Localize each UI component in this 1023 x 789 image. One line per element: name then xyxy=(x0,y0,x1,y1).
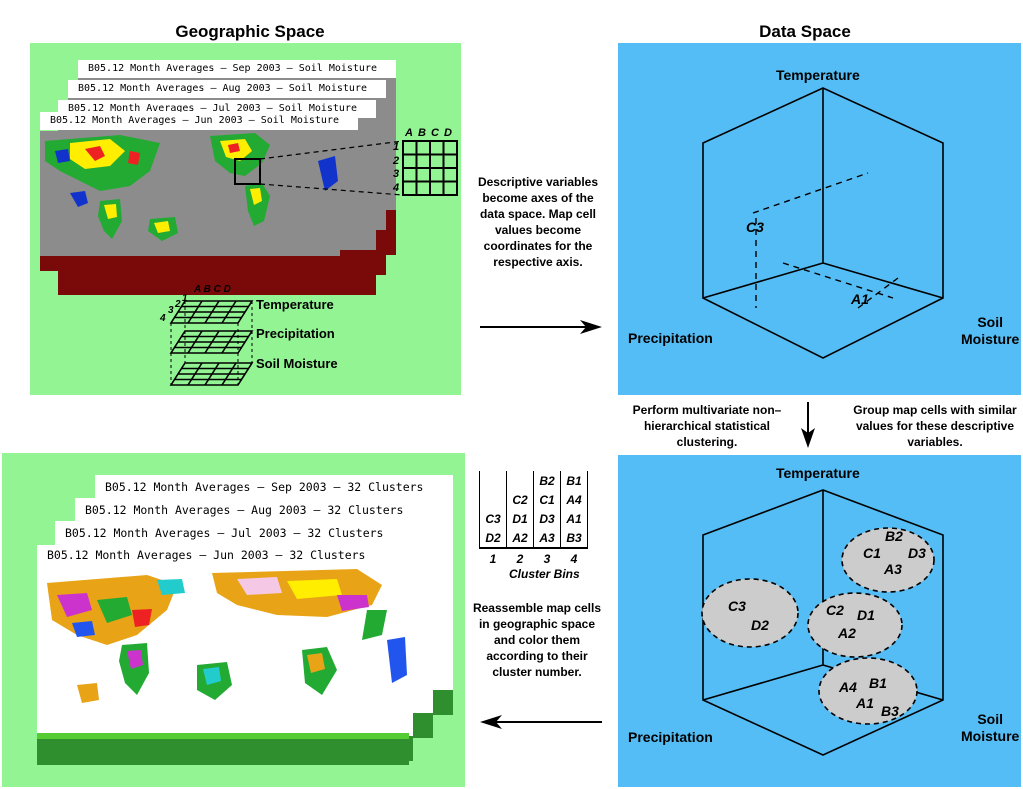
cluster3-c1: C1 xyxy=(863,545,881,561)
map-title-sep: B05.12 Month Averages – Sep 2003 – Soil … xyxy=(78,60,396,78)
cluster-title-aug: B05.12 Month Averages – Aug 2003 – 32 Cl… xyxy=(75,500,433,520)
cluster2-c2: C2 xyxy=(826,602,844,618)
arrow-left xyxy=(480,715,602,729)
bin-cell xyxy=(506,471,534,490)
arrow-right xyxy=(480,320,602,334)
data-space-cube xyxy=(702,87,944,359)
bin-number: 3 xyxy=(533,547,561,568)
axis-precipitation-clusters: Precipitation xyxy=(628,729,713,745)
cluster-title-jun: B05.12 Month Averages – Jun 2003 – 32 Cl… xyxy=(37,545,405,565)
cluster-ellipse-4 xyxy=(818,657,918,725)
soil-moisture-map xyxy=(40,131,340,271)
bin-cell: C2 xyxy=(506,490,534,509)
stack-row-3: 3 xyxy=(168,305,174,316)
cluster3-d3: D3 xyxy=(908,545,926,561)
cluster-description-left: Perform multivariate non–hierarchical st… xyxy=(632,403,782,449)
bin-number: 4 xyxy=(560,547,588,568)
grid-row-3: 3 xyxy=(393,168,400,180)
cluster3-a3: A3 xyxy=(884,561,902,577)
bin-cell: A2 xyxy=(506,528,534,548)
axis-soil-moisture: Soil Moisture xyxy=(961,314,1020,347)
map-title-aug: B05.12 Month Averages – Aug 2003 – Soil … xyxy=(68,80,386,98)
bin-cell: B1 xyxy=(560,471,588,490)
grid-row-2: 2 xyxy=(393,155,400,167)
bin-cell: D3 xyxy=(533,509,561,528)
data-space-heading: Data Space xyxy=(759,22,851,41)
cluster-ellipse-2 xyxy=(807,592,903,658)
layer-temperature: Temperature xyxy=(256,297,334,312)
grid-col-b: B xyxy=(418,127,426,139)
cluster-ellipse-1 xyxy=(701,578,799,648)
cluster2-d1: D1 xyxy=(857,607,875,623)
clusters-cube xyxy=(701,489,944,756)
layer-precipitation: Precipitation xyxy=(256,326,335,341)
cluster3-b2: B2 xyxy=(885,528,903,544)
axis-precipitation: Precipitation xyxy=(628,330,713,346)
cluster4-b3: B3 xyxy=(881,703,899,719)
bin-cell: A1 xyxy=(560,509,588,528)
cluster-title-jul: B05.12 Month Averages – Jul 2003 – 32 Cl… xyxy=(55,523,413,543)
cluster-land-masses xyxy=(47,569,407,703)
reassemble-description: Reassemble map cells in geographic space… xyxy=(472,601,602,679)
geographic-space-panel: B05.12 Month Averages – Sep 2003 – Soil … xyxy=(30,43,461,395)
land-masses xyxy=(45,133,338,241)
reassembled-map-panel: B05.12 Month Averages – Sep 2003 – 32 Cl… xyxy=(2,453,465,787)
cluster1-c3: C3 xyxy=(728,598,746,614)
axes-description: Descriptive variables become axes of the… xyxy=(477,175,599,269)
point-c3: C3 xyxy=(746,219,764,235)
bin-cell: C1 xyxy=(533,490,561,509)
bin-cell: C3 xyxy=(479,509,507,528)
point-a1: A1 xyxy=(851,291,869,307)
bin-cell: A3 xyxy=(533,528,561,548)
cluster-bins-caption: Cluster Bins xyxy=(509,567,580,581)
cluster4-b1: B1 xyxy=(869,675,887,691)
bin-number: 1 xyxy=(479,547,507,568)
cluster4-a1: A1 xyxy=(856,695,874,711)
cluster-bins-table: B2 B1 C2 C1 A4 C3 D1 D3 A1 D2 A2 A3 B3 1… xyxy=(479,471,588,568)
grid-row-4: 4 xyxy=(393,182,400,194)
stack-col-labels: A B C D xyxy=(194,284,231,295)
stack-row-4: 4 xyxy=(160,313,166,324)
cluster2-a2: A2 xyxy=(838,625,856,641)
bin-cell: D2 xyxy=(479,528,507,548)
bin-number: 2 xyxy=(506,547,534,568)
grid-col-d: D xyxy=(444,127,452,139)
cell-grid xyxy=(402,140,458,196)
stack-row-1: 1 xyxy=(182,293,188,304)
axis-soil-moisture-clusters: Soil Moisture xyxy=(961,711,1020,744)
selected-region-box xyxy=(234,158,261,185)
axis-temperature-clusters: Temperature xyxy=(776,465,860,481)
bin-cell: D1 xyxy=(506,509,534,528)
data-space-panel: Temperature Precipitation Soil Moisture … xyxy=(618,43,1021,395)
bin-cell xyxy=(479,490,507,509)
cluster-title-sep: B05.12 Month Averages – Sep 2003 – 32 Cl… xyxy=(95,477,453,497)
layer-soil-moisture: Soil Moisture xyxy=(256,356,338,371)
cluster-map xyxy=(37,565,409,765)
grid-zoom-lines xyxy=(259,140,404,196)
map-title-jun: B05.12 Month Averages – Jun 2003 – Soil … xyxy=(40,112,358,130)
bin-cell: B3 xyxy=(560,528,588,548)
cluster-ellipse-3 xyxy=(841,527,935,593)
arrow-down xyxy=(801,402,815,448)
stack-row-2: 2 xyxy=(175,299,181,310)
grid-row-1: 1 xyxy=(393,141,400,153)
bin-cell: B2 xyxy=(533,471,561,490)
cluster-description-right: Group map cells with similar values for … xyxy=(853,403,1017,449)
bin-cell xyxy=(479,471,507,490)
layer-stack xyxy=(169,300,254,386)
grid-col-c: C xyxy=(431,127,439,139)
clusters-space-panel: Temperature Precipitation Soil Moisture … xyxy=(618,455,1021,787)
geographic-space-heading: Geographic Space xyxy=(175,22,325,41)
axis-temperature: Temperature xyxy=(776,67,860,83)
cluster1-d2: D2 xyxy=(751,617,769,633)
cluster4-a4: A4 xyxy=(839,679,857,695)
bin-cell: A4 xyxy=(560,490,588,509)
grid-col-a: A xyxy=(405,127,413,139)
